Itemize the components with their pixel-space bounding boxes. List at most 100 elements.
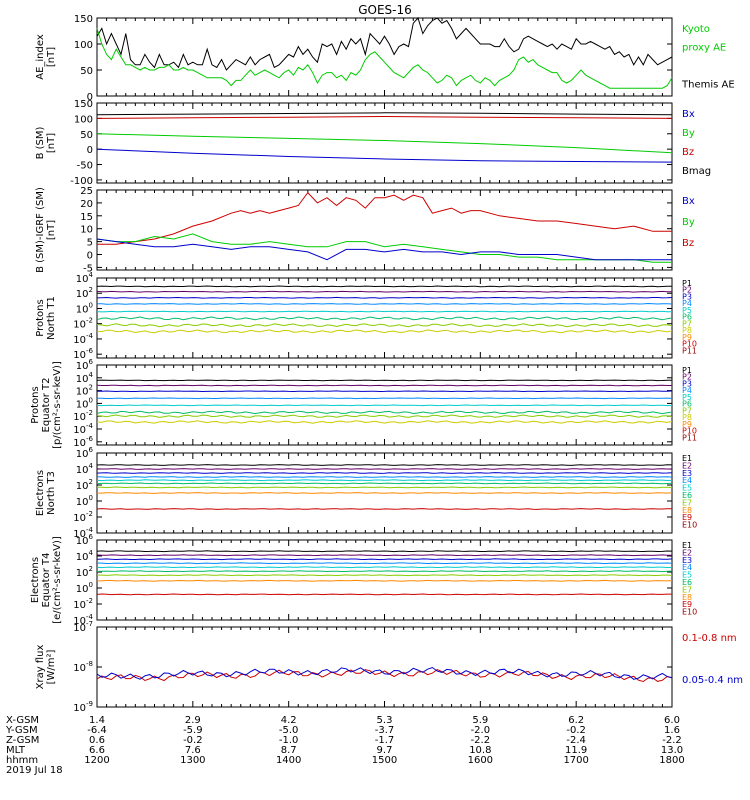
legend-entry: P3 xyxy=(682,292,692,301)
series-e5 xyxy=(96,566,673,569)
y-axis-label: AE_index xyxy=(35,34,46,80)
legend-entry: 0.1-0.8 nm xyxy=(682,633,737,644)
footer-value: 0.6 xyxy=(89,735,105,746)
y-tick-label: 100 xyxy=(74,40,93,51)
y-tick-label: 10-4 xyxy=(73,332,93,346)
y-tick-label: -50 xyxy=(77,161,93,172)
series-e6 xyxy=(96,570,673,573)
series-0-1-0-8-nm xyxy=(96,669,673,683)
series-by xyxy=(96,233,672,263)
legend-entry: E1 xyxy=(682,454,692,463)
footer-date: 2019 Jul 18 xyxy=(6,765,63,776)
y-axis-label: [p/(cm²-s-sr-keV)] xyxy=(52,361,63,449)
series-p3 xyxy=(96,390,673,393)
series-themis-ae xyxy=(96,17,673,71)
y-tick-label: 5 xyxy=(87,238,93,249)
series-e7 xyxy=(96,574,673,577)
panel-electrons_e: 10-4 10-2 100 102 104 106 Electrons Equator T4[… xyxy=(30,533,697,627)
y-axis-label: [nT] xyxy=(46,220,57,240)
series-bx xyxy=(96,148,673,163)
legend-entry: E8 xyxy=(682,506,692,515)
series-e2 xyxy=(96,554,673,557)
legend-entry: P10 xyxy=(682,427,697,436)
panel-frame xyxy=(96,626,673,708)
footer-value: -1.0 xyxy=(279,735,299,746)
footer-row-label: Y-GSM xyxy=(5,725,38,736)
y-tick-label: 10-7 xyxy=(73,620,93,634)
series-p8 xyxy=(96,329,673,334)
y-tick-label: 104 xyxy=(76,462,94,476)
footer-value: -5.9 xyxy=(183,725,203,736)
legend-entry: P5 xyxy=(682,393,692,402)
y-tick-label: 10-2 xyxy=(73,317,93,331)
footer-value: 1800 xyxy=(659,755,684,766)
y-tick-label: 10-6 xyxy=(73,347,93,361)
legend-entry: E4 xyxy=(682,563,692,572)
footer-value: 1.4 xyxy=(89,715,105,726)
footer-value: -0.2 xyxy=(566,725,586,736)
panel-frame xyxy=(96,539,673,621)
legend-entry: P7 xyxy=(682,406,692,415)
legend-entry: Bx xyxy=(682,196,695,207)
legend-entry: E10 xyxy=(682,521,697,530)
footer-value: 6.0 xyxy=(664,715,680,726)
legend-entry: E2 xyxy=(682,548,692,557)
series-bz xyxy=(96,115,673,119)
series-bx xyxy=(96,238,672,261)
series-e7 xyxy=(96,486,673,489)
y-tick-label: 10-2 xyxy=(73,597,93,611)
y-tick-label: 25 xyxy=(80,186,93,197)
panel-ae: 0 50 100 150 AE_index [nT] Kyoto proxy AE Themis… xyxy=(35,14,735,103)
footer-row-label: Z-GSM xyxy=(6,735,39,746)
y-tick-label: 50 xyxy=(80,130,93,141)
footer-value: 1300 xyxy=(180,755,205,766)
series-p5 xyxy=(96,310,673,313)
footer-value: 6.6 xyxy=(89,745,105,756)
series-p1 xyxy=(96,379,673,382)
series-0-05-0-4-nm xyxy=(96,666,673,680)
legend-entry: P1 xyxy=(682,366,692,375)
series-e2 xyxy=(96,468,673,470)
legend-entry: Kyoto xyxy=(682,24,710,35)
legend-entry: P6 xyxy=(682,400,692,409)
y-tick-label: 100 xyxy=(76,301,93,315)
series-e3 xyxy=(96,472,673,474)
legend-entry: E5 xyxy=(682,571,692,580)
y-tick-label: 50 xyxy=(80,66,93,77)
y-tick-label: 15 xyxy=(80,212,93,223)
y-axis-label: Electrons xyxy=(30,557,41,603)
legend-entry: P6 xyxy=(682,313,692,322)
legend-entry: P11 xyxy=(682,433,697,442)
series-p2 xyxy=(96,290,673,293)
y-tick-label: 104 xyxy=(76,371,94,385)
legend-entry: 0.05-0.4 nm xyxy=(682,675,743,686)
series-kyoto-proxy-ae xyxy=(96,28,673,89)
y-tick-label: 102 xyxy=(76,384,93,398)
y-axis-label: [nT] xyxy=(46,133,57,153)
series-p7 xyxy=(96,323,673,328)
footer-row-label: hhmm xyxy=(6,755,38,766)
panel-frame xyxy=(96,17,673,97)
panel-xray: 10-9 10-8 10-7 Xray flux [W/m²] 0.1-0.8 nm 0.0… xyxy=(35,620,743,714)
legend-entry: P1 xyxy=(682,279,692,288)
legend-entry: E8 xyxy=(682,593,692,602)
footer-value: 4.2 xyxy=(281,715,297,726)
y-axis-label: North T1 xyxy=(46,296,57,340)
legend-entry: E10 xyxy=(682,608,697,617)
legend-entry: E5 xyxy=(682,484,692,493)
footer-value: -3.7 xyxy=(375,725,395,736)
legend-entry: E9 xyxy=(682,600,692,609)
y-tick-label: 10-9 xyxy=(73,700,93,714)
footer-value: 5.3 xyxy=(377,715,393,726)
y-axis-label: Protons xyxy=(30,386,41,423)
series-p4 xyxy=(97,397,673,400)
y-tick-label: 102 xyxy=(76,565,93,579)
footer-value: -0.2 xyxy=(183,735,203,746)
legend-entry: P8 xyxy=(682,326,692,335)
y-tick-label: 104 xyxy=(76,549,94,563)
series-e4 xyxy=(96,562,673,565)
y-tick-label: -5 xyxy=(83,263,93,274)
footer-value: -6.4 xyxy=(87,725,107,736)
y-tick-label: 0 xyxy=(87,145,93,156)
